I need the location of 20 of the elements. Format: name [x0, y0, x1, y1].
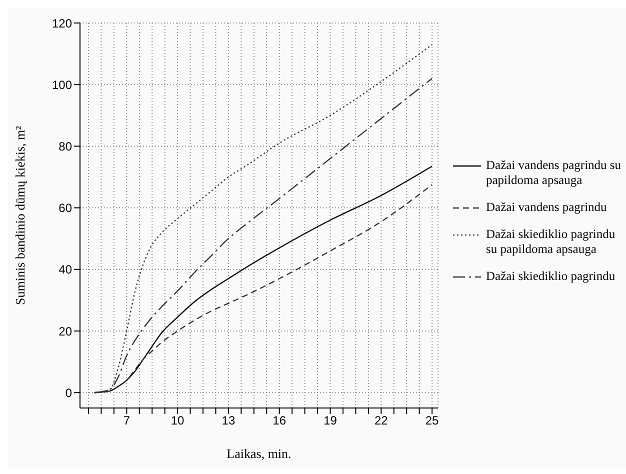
- y-tick-label: 60: [58, 201, 72, 216]
- x-axis-title: Laikas, min.: [226, 446, 292, 461]
- x-tick-label: 25: [425, 414, 440, 428]
- legend-label: Dažai skiediklio pagrindu su papildoma apsauga: [486, 227, 616, 257]
- legend-label: Dažai vandens pagrindu: [486, 200, 608, 215]
- y-tick-label: 120: [52, 16, 72, 30]
- y-tick-label: 100: [52, 78, 72, 92]
- x-tick-label: 19: [324, 414, 338, 428]
- y-tick-label: 40: [58, 262, 72, 277]
- y-tick-label: 80: [58, 139, 72, 154]
- legend-label: Dažai vandens pagrindu su papildoma apsauga: [486, 158, 622, 188]
- x-tick-label: 22: [374, 414, 388, 428]
- x-tick-label: 13: [222, 414, 236, 428]
- x-tick-label: 16: [272, 414, 286, 428]
- y-tick-label: 20: [58, 324, 72, 338]
- legend-label: Dažai skiediklio pagrindu: [486, 269, 616, 284]
- x-tick-label: 7: [123, 414, 130, 428]
- y-tick-label: 0: [65, 386, 72, 400]
- y-axis-title: Suminis bandinio dūmų kiekis, m²: [12, 126, 28, 306]
- x-tick-label: 10: [170, 414, 185, 428]
